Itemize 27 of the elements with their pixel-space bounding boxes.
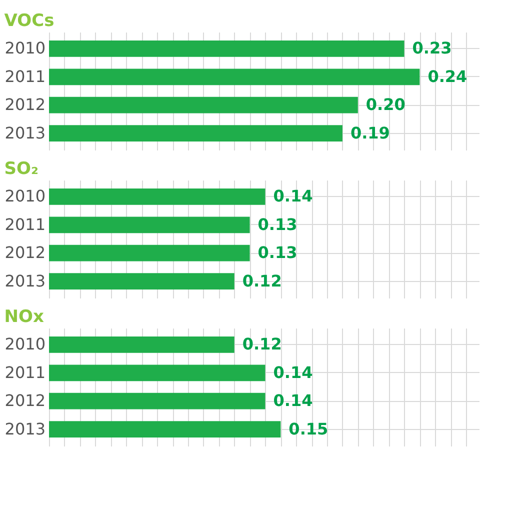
y-tick-label: 2012 — [4, 95, 46, 114]
y-tick-label: 2011 — [4, 66, 46, 86]
chart-title: VOCs — [4, 11, 54, 31]
y-tick-label: 2010 — [4, 186, 46, 206]
data-label: 0.24 — [428, 66, 468, 86]
data-label: 0.20 — [366, 95, 406, 114]
data-label: 0.13 — [258, 214, 298, 234]
data-label: 0.14 — [273, 362, 313, 382]
data-label: 0.12 — [242, 334, 282, 354]
y-tick-label: 2012 — [4, 391, 46, 410]
y-tick-label: 2013 — [4, 271, 46, 290]
y-tick-label: 2010 — [4, 38, 46, 58]
data-label: 0.13 — [258, 243, 298, 262]
data-label: 0.19 — [350, 123, 390, 142]
data-label: 0.15 — [288, 419, 328, 438]
data-label: 0.23 — [412, 38, 452, 58]
chart-title: NOx — [4, 307, 44, 327]
data-label: 0.12 — [242, 271, 282, 290]
chart-title: SO₂ — [4, 159, 38, 179]
y-tick-label: 2012 — [4, 243, 46, 262]
y-tick-label: 2011 — [4, 214, 46, 234]
y-tick-label: 2010 — [4, 334, 46, 354]
data-label: 0.14 — [273, 391, 313, 410]
data-label: 0.14 — [273, 186, 313, 206]
y-tick-label: 2013 — [4, 123, 46, 142]
y-tick-label: 2011 — [4, 362, 46, 382]
y-tick-label: 2013 — [4, 419, 46, 438]
